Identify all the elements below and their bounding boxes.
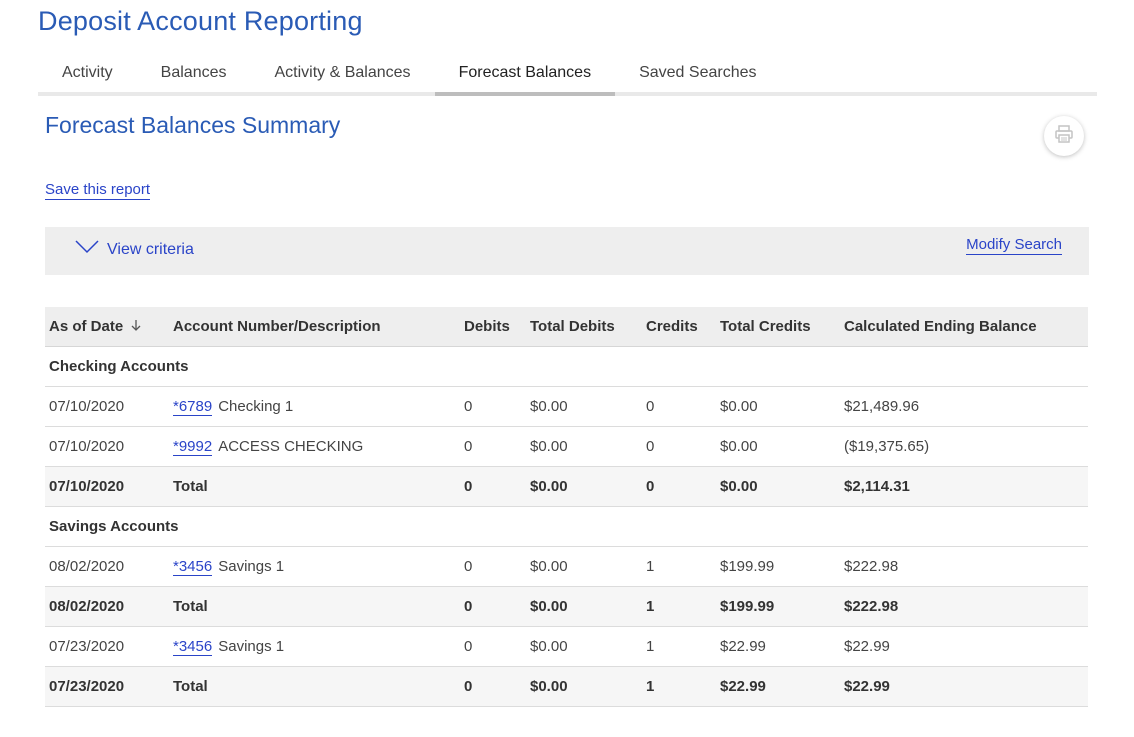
table-row: 07/10/2020 *9992 ACCESS CHECKING 0 $0.00 … xyxy=(45,426,1088,467)
total-credits-cell: $0.00 xyxy=(716,386,840,427)
total-credits-cell: $0.00 xyxy=(716,466,840,507)
total-credits-cell: $22.99 xyxy=(716,626,840,667)
tab-activity-balances[interactable]: Activity & Balances xyxy=(274,64,411,81)
tab-balances[interactable]: Balances xyxy=(160,64,227,81)
view-criteria-label: View criteria xyxy=(107,240,194,258)
column-header-as-of-date[interactable]: As of Date xyxy=(45,307,169,347)
chevron-down-icon xyxy=(75,239,99,260)
forecast-balances-table: As of Date Account Number/Description De… xyxy=(45,307,1088,707)
debits-cell: 0 xyxy=(460,626,526,667)
date-cell: 08/02/2020 xyxy=(45,586,169,627)
total-row: 07/23/2020 Total 0 $0.00 1 $22.99 $22.99 xyxy=(45,666,1088,707)
ending-balance-cell: $2,114.31 xyxy=(840,466,1088,507)
total-debits-cell: $0.00 xyxy=(526,466,642,507)
total-label: Total xyxy=(169,586,460,627)
ending-balance-cell: $22.99 xyxy=(840,626,1088,667)
criteria-bar: View criteria Modify Search xyxy=(45,227,1089,275)
account-number-link[interactable]: *6789 xyxy=(173,398,213,416)
account-description: Savings 1 xyxy=(218,638,285,655)
total-credits-cell: $199.99 xyxy=(716,586,840,627)
group-row-checking: Checking Accounts xyxy=(45,346,1088,387)
total-row: 08/02/2020 Total 0 $0.00 1 $199.99 $222.… xyxy=(45,586,1088,627)
tab-saved-searches[interactable]: Saved Searches xyxy=(639,64,757,81)
credits-cell: 1 xyxy=(642,626,716,667)
debits-cell: 0 xyxy=(460,586,526,627)
date-cell: 07/10/2020 xyxy=(45,386,169,427)
credits-cell: 0 xyxy=(642,426,716,467)
date-cell: 07/10/2020 xyxy=(45,466,169,507)
total-debits-cell: $0.00 xyxy=(526,386,642,427)
total-label: Total xyxy=(169,666,460,707)
column-header-ending-balance: Calculated Ending Balance xyxy=(840,307,1088,347)
total-debits-cell: $0.00 xyxy=(526,626,642,667)
ending-balance-cell: $222.98 xyxy=(840,586,1088,627)
debits-cell: 0 xyxy=(460,426,526,467)
table-row: 07/10/2020 *6789 Checking 1 0 $0.00 0 $0.… xyxy=(45,386,1088,427)
group-label: Savings Accounts xyxy=(45,506,1088,547)
tab-bar: Activity Balances Activity & Balances Fo… xyxy=(38,54,1097,96)
debits-cell: 0 xyxy=(460,546,526,587)
table-row: 08/02/2020 *3456 Savings 1 0 $0.00 1 $199… xyxy=(45,546,1088,587)
total-debits-cell: $0.00 xyxy=(526,426,642,467)
date-cell: 07/10/2020 xyxy=(45,426,169,467)
group-row-savings: Savings Accounts xyxy=(45,506,1088,547)
column-header-total-credits: Total Credits xyxy=(716,307,840,347)
page-title: Forecast Balances Summary xyxy=(45,112,341,138)
column-header-total-debits: Total Debits xyxy=(526,307,642,347)
group-label: Checking Accounts xyxy=(45,346,1088,387)
account-description: ACCESS CHECKING xyxy=(218,438,364,455)
save-report-link[interactable]: Save this report xyxy=(45,181,151,200)
total-label: Total xyxy=(169,466,460,507)
credits-cell: 1 xyxy=(642,586,716,627)
account-description: Savings 1 xyxy=(218,558,285,575)
total-credits-cell: $0.00 xyxy=(716,426,840,467)
tab-activity[interactable]: Activity xyxy=(62,64,113,81)
total-debits-cell: $0.00 xyxy=(526,546,642,587)
total-debits-cell: $0.00 xyxy=(526,666,642,707)
ending-balance-cell: ($19,375.65) xyxy=(840,426,1088,467)
total-credits-cell: $199.99 xyxy=(716,546,840,587)
column-header-debits: Debits xyxy=(460,307,526,347)
date-cell: 07/23/2020 xyxy=(45,626,169,667)
account-cell: *9992 ACCESS CHECKING xyxy=(169,426,460,467)
account-number-link[interactable]: *9992 xyxy=(173,438,213,456)
total-row: 07/10/2020 Total 0 $0.00 0 $0.00 $2,114.… xyxy=(45,466,1088,507)
credits-cell: 1 xyxy=(642,546,716,587)
account-number-link[interactable]: *3456 xyxy=(173,558,213,576)
ending-balance-cell: $222.98 xyxy=(840,546,1088,587)
date-cell: 08/02/2020 xyxy=(45,546,169,587)
print-button[interactable] xyxy=(1044,116,1084,156)
account-cell: *3456 Savings 1 xyxy=(169,546,460,587)
table-header-row: As of Date Account Number/Description De… xyxy=(45,307,1088,347)
credits-cell: 0 xyxy=(642,386,716,427)
modify-search-link[interactable]: Modify Search xyxy=(966,236,1062,255)
view-criteria-toggle[interactable]: View criteria xyxy=(75,239,194,260)
table-row: 07/23/2020 *3456 Savings 1 0 $0.00 1 $22.… xyxy=(45,626,1088,667)
account-number-link[interactable]: *3456 xyxy=(173,638,213,656)
account-description: Checking 1 xyxy=(218,398,294,415)
ending-balance-cell: $21,489.96 xyxy=(840,386,1088,427)
column-header-credits: Credits xyxy=(642,307,716,347)
debits-cell: 0 xyxy=(460,466,526,507)
debits-cell: 0 xyxy=(460,386,526,427)
arrow-down-icon xyxy=(131,318,141,335)
column-header-account: Account Number/Description xyxy=(169,307,460,347)
total-debits-cell: $0.00 xyxy=(526,586,642,627)
ending-balance-cell: $22.99 xyxy=(840,666,1088,707)
debits-cell: 0 xyxy=(460,666,526,707)
date-cell: 07/23/2020 xyxy=(45,666,169,707)
credits-cell: 0 xyxy=(642,466,716,507)
tab-forecast-balances[interactable]: Forecast Balances xyxy=(434,54,616,96)
account-cell: *3456 Savings 1 xyxy=(169,626,460,667)
total-credits-cell: $22.99 xyxy=(716,666,840,707)
printer-icon xyxy=(1054,124,1074,149)
app-title: Deposit Account Reporting xyxy=(38,6,363,36)
credits-cell: 1 xyxy=(642,666,716,707)
account-cell: *6789 Checking 1 xyxy=(169,386,460,427)
